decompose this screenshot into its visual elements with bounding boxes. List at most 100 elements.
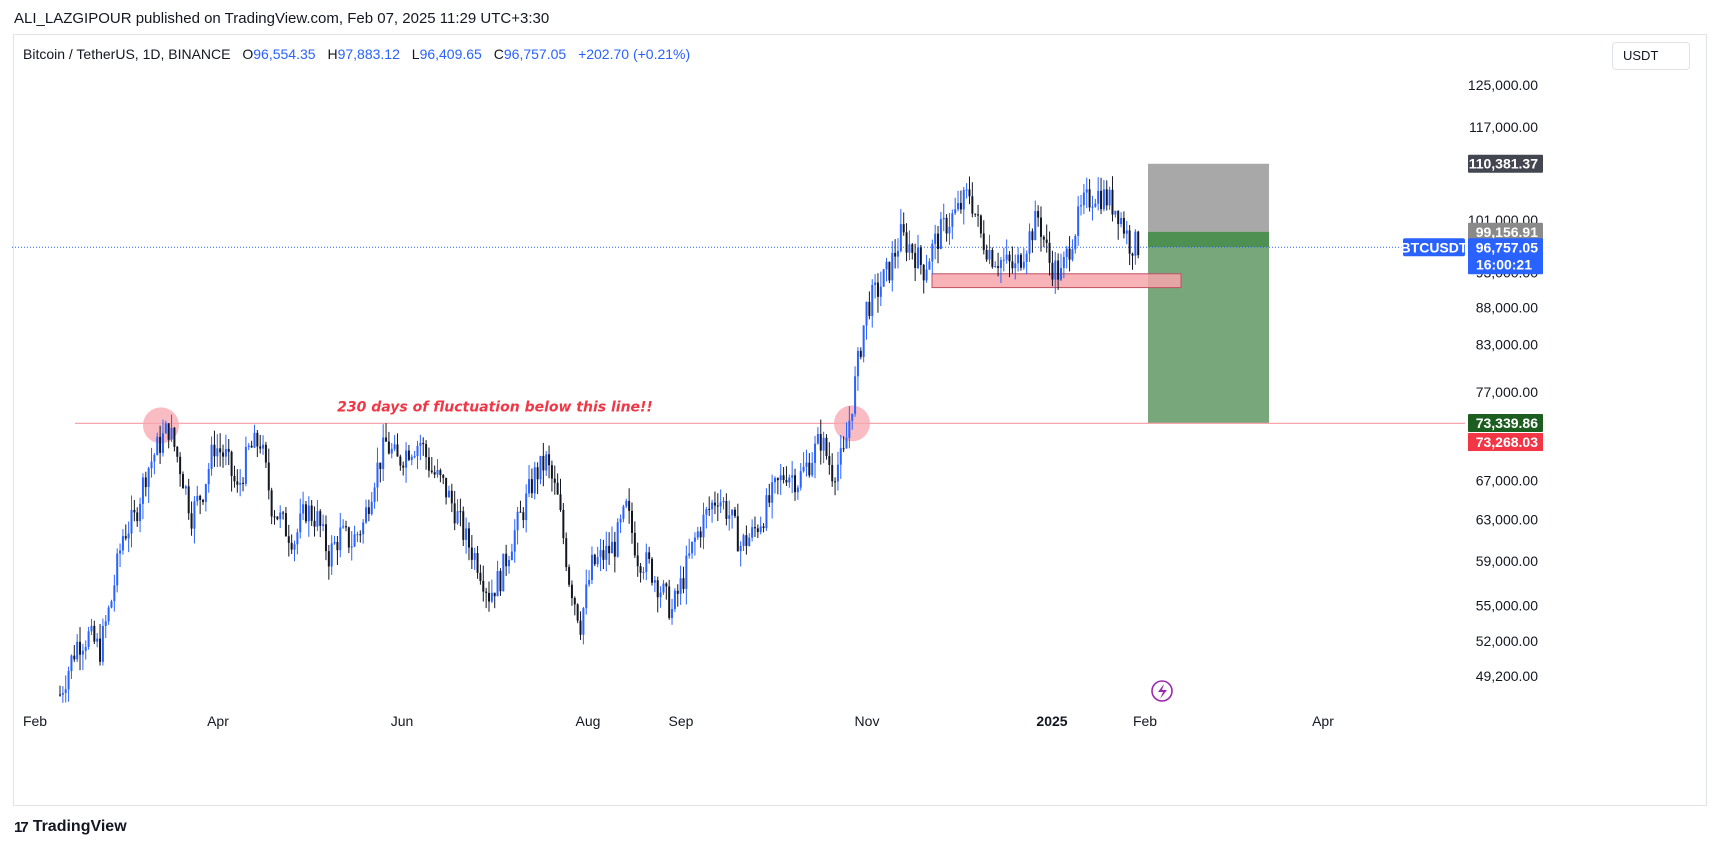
candle-body <box>1042 236 1045 240</box>
candle-body <box>1048 242 1051 263</box>
candle-body <box>839 448 842 465</box>
candle-body <box>76 641 79 660</box>
candle-body <box>651 558 654 583</box>
candle-body <box>822 437 825 451</box>
candle-body <box>293 544 296 550</box>
symbol-title[interactable]: Bitcoin / TetherUS, 1D, BINANCE <box>23 46 231 62</box>
annotation-text: 230 days of fluctuation below this line!… <box>337 399 653 415</box>
candle-body <box>1128 230 1131 254</box>
candle-body <box>307 505 310 522</box>
candle-body <box>130 509 133 534</box>
target-price-badge: 73,339.86 <box>1476 415 1538 431</box>
candle-body <box>167 423 170 440</box>
ohlc-legend: Bitcoin / TetherUS, 1D, BINANCE O96,554.… <box>23 46 690 62</box>
change-value: +202.70 (+0.21%) <box>578 46 691 62</box>
candle-body <box>219 448 222 453</box>
price-tick-label: 59,000.00 <box>1476 553 1538 569</box>
candle-body <box>1005 254 1008 260</box>
candle-body <box>954 209 957 214</box>
currency-selector[interactable]: USDT <box>1612 42 1690 70</box>
candle-body <box>665 583 668 587</box>
current-price-badge: 96,757.05 <box>1476 239 1538 255</box>
price-tick-label: 67,000.00 <box>1476 472 1538 488</box>
time-tick-label: 2025 <box>1036 713 1067 729</box>
candle-body <box>202 499 204 502</box>
price-tick-label: 55,000.00 <box>1476 598 1538 614</box>
candle-body <box>244 446 247 484</box>
candle-body <box>1002 259 1005 261</box>
stop-price-badge: 110,381.37 <box>1469 156 1539 172</box>
candle-body <box>636 555 639 567</box>
candle-body <box>502 553 505 592</box>
candle-body <box>693 537 696 542</box>
candle-body <box>1080 205 1083 207</box>
candle-body <box>979 215 982 234</box>
candle-body <box>153 455 156 462</box>
candle-body <box>1117 210 1120 225</box>
candle-body <box>1108 189 1111 206</box>
candle-body <box>616 522 619 557</box>
footer-brand: TradingView <box>32 818 127 835</box>
tradingview-logo[interactable]: 17 TradingView <box>14 818 127 836</box>
candle-body <box>141 477 144 504</box>
chart-frame <box>13 34 1707 806</box>
candle-body <box>516 511 519 531</box>
candle-body <box>1088 189 1091 208</box>
candle-body <box>67 671 70 690</box>
candle-body <box>144 477 147 488</box>
candle-body <box>184 486 187 489</box>
open-value: 96,554.35 <box>253 46 316 62</box>
candle-body <box>304 504 307 522</box>
candle-body <box>262 444 265 449</box>
price-tick-label: 83,000.00 <box>1476 337 1538 353</box>
candle-body <box>711 502 714 510</box>
candle-body <box>914 252 917 269</box>
candle-body <box>1071 249 1074 260</box>
candle-body <box>871 284 874 317</box>
candle-body <box>957 202 960 210</box>
candle-body <box>136 512 139 522</box>
candle-body <box>156 436 159 456</box>
stop-price-badge-bg <box>1468 154 1543 173</box>
candle-body <box>316 511 319 527</box>
candle-body <box>525 493 528 521</box>
candle-body <box>1122 217 1125 234</box>
support-zone-box[interactable] <box>931 273 1182 289</box>
candle-body <box>250 445 253 448</box>
candle-body <box>719 502 722 507</box>
candle-body <box>948 226 951 234</box>
candle-body <box>765 495 768 529</box>
candle-body <box>702 514 705 538</box>
candle-body <box>602 550 605 560</box>
candle-body <box>359 534 362 536</box>
candle-body <box>733 509 736 517</box>
candle-body <box>379 462 382 469</box>
candle-body <box>791 475 794 478</box>
candle-body <box>888 261 891 281</box>
candle-body <box>688 553 691 556</box>
top-highlight-circle[interactable] <box>143 407 179 444</box>
candle-body <box>745 535 748 546</box>
candle-body <box>336 541 339 551</box>
candle-body <box>799 471 802 488</box>
candle-body <box>876 282 879 297</box>
candle-body <box>874 282 877 285</box>
candle-body <box>1011 261 1014 269</box>
tradingview-logo-icon: 17 <box>14 818 29 836</box>
candle-body <box>467 528 470 548</box>
candle-body <box>405 450 408 468</box>
candle-body <box>1102 189 1105 210</box>
candle-body <box>731 509 734 516</box>
candle-body <box>705 508 708 515</box>
stop-loss-zone[interactable] <box>1148 163 1269 232</box>
candle-body <box>619 518 622 523</box>
candle-body <box>104 621 107 626</box>
lightning-icon[interactable] <box>1151 680 1173 702</box>
candle-body <box>436 470 439 475</box>
candle-body <box>419 442 422 446</box>
candle-body <box>310 505 313 521</box>
candle-body <box>945 217 948 234</box>
entry-zone[interactable] <box>1148 231 1269 248</box>
candle-body <box>445 477 448 498</box>
